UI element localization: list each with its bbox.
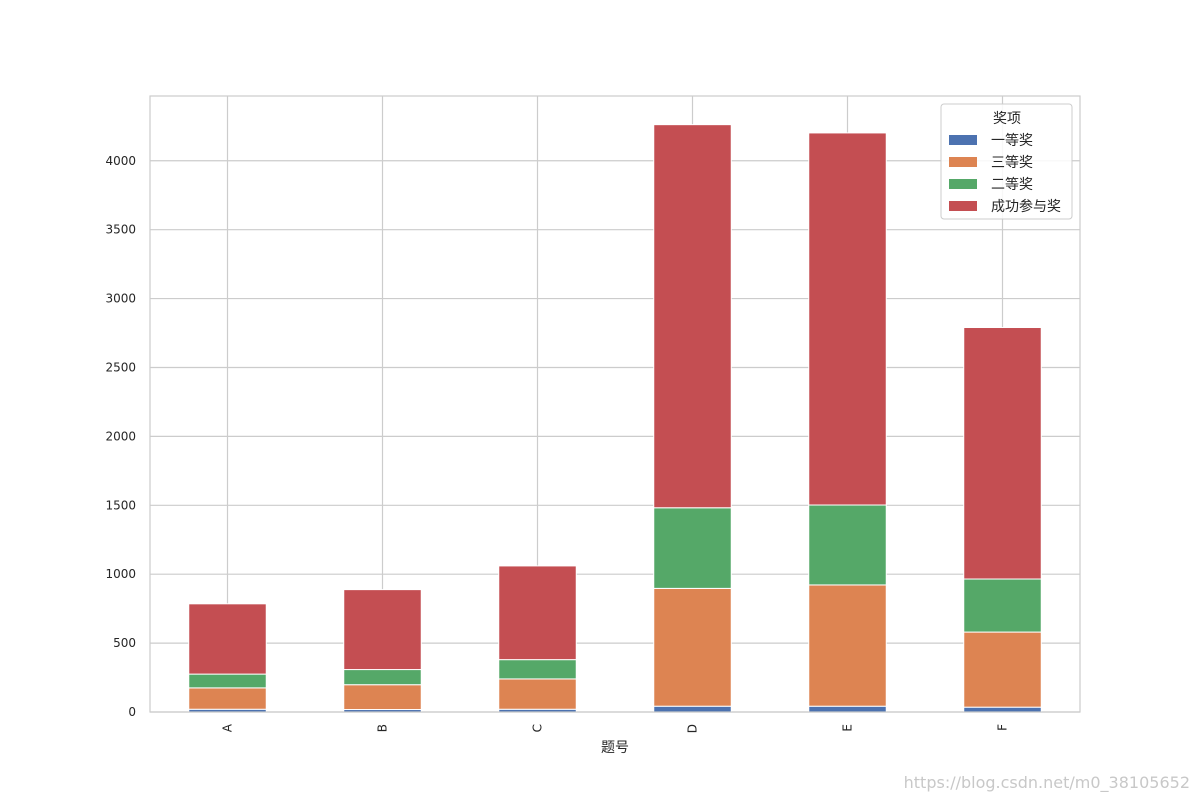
bar-segment — [498, 659, 577, 680]
bar-segment — [188, 673, 267, 689]
bar-segment — [653, 507, 732, 589]
y-tick-label: 2500 — [105, 360, 136, 374]
y-tick-label: 500 — [113, 636, 136, 650]
x-tick-label: B — [376, 724, 390, 732]
legend-swatch — [949, 135, 977, 145]
bar-segment — [343, 669, 422, 686]
bar-segment — [963, 578, 1042, 633]
bar-segment — [653, 587, 732, 707]
bar-segment — [188, 687, 267, 710]
bar-segment — [963, 631, 1042, 708]
legend-entry: 二等奖 — [991, 176, 1033, 193]
legend-title: 奖项 — [993, 110, 1021, 127]
bar-segment — [808, 584, 887, 707]
y-tick-label: 0 — [128, 705, 136, 719]
bars — [188, 124, 1042, 713]
bar-segment — [343, 684, 422, 711]
bar-segment — [808, 504, 887, 586]
bar-segment — [963, 327, 1042, 580]
bar-segment — [343, 589, 422, 671]
bar-segment — [808, 132, 887, 506]
legend-swatch — [949, 201, 977, 211]
legend-swatch — [949, 157, 977, 167]
y-tick-label: 4000 — [105, 154, 136, 168]
y-tick-label: 2000 — [105, 429, 136, 443]
y-tick-label: 3500 — [105, 223, 136, 237]
x-tick-label: E — [841, 724, 855, 732]
bar-segment — [808, 705, 887, 713]
bar-segment — [498, 565, 577, 661]
x-axis-label: 题号 — [601, 740, 629, 756]
legend-entry: 一等奖 — [991, 132, 1033, 149]
legend-swatch — [949, 179, 977, 189]
bar-segment — [188, 603, 267, 675]
legend-box — [940, 103, 1073, 220]
y-tick-label: 3000 — [105, 292, 136, 306]
x-tick-label: C — [531, 724, 545, 732]
x-tick-label: D — [686, 724, 700, 733]
y-tick-label: 1000 — [105, 567, 136, 581]
bar-segment — [498, 678, 577, 710]
x-tick-label: F — [996, 724, 1010, 731]
plot-frame — [149, 95, 1081, 713]
x-tick-label: A — [221, 723, 235, 732]
legend-entry: 成功参与奖 — [991, 198, 1061, 215]
bar-segment — [653, 124, 732, 509]
y-tick-label: 1500 — [105, 498, 136, 512]
x-tick-labels: A B C D E F — [221, 723, 1010, 733]
y-tick-labels: 0 500 1000 1500 2000 2500 3000 3500 4000 — [105, 154, 136, 719]
bar-segment — [653, 705, 732, 713]
watermark: https://blog.csdn.net/m0_38105652 — [903, 773, 1190, 792]
legend-entry: 三等奖 — [991, 154, 1033, 171]
bar-segment — [963, 706, 1042, 713]
